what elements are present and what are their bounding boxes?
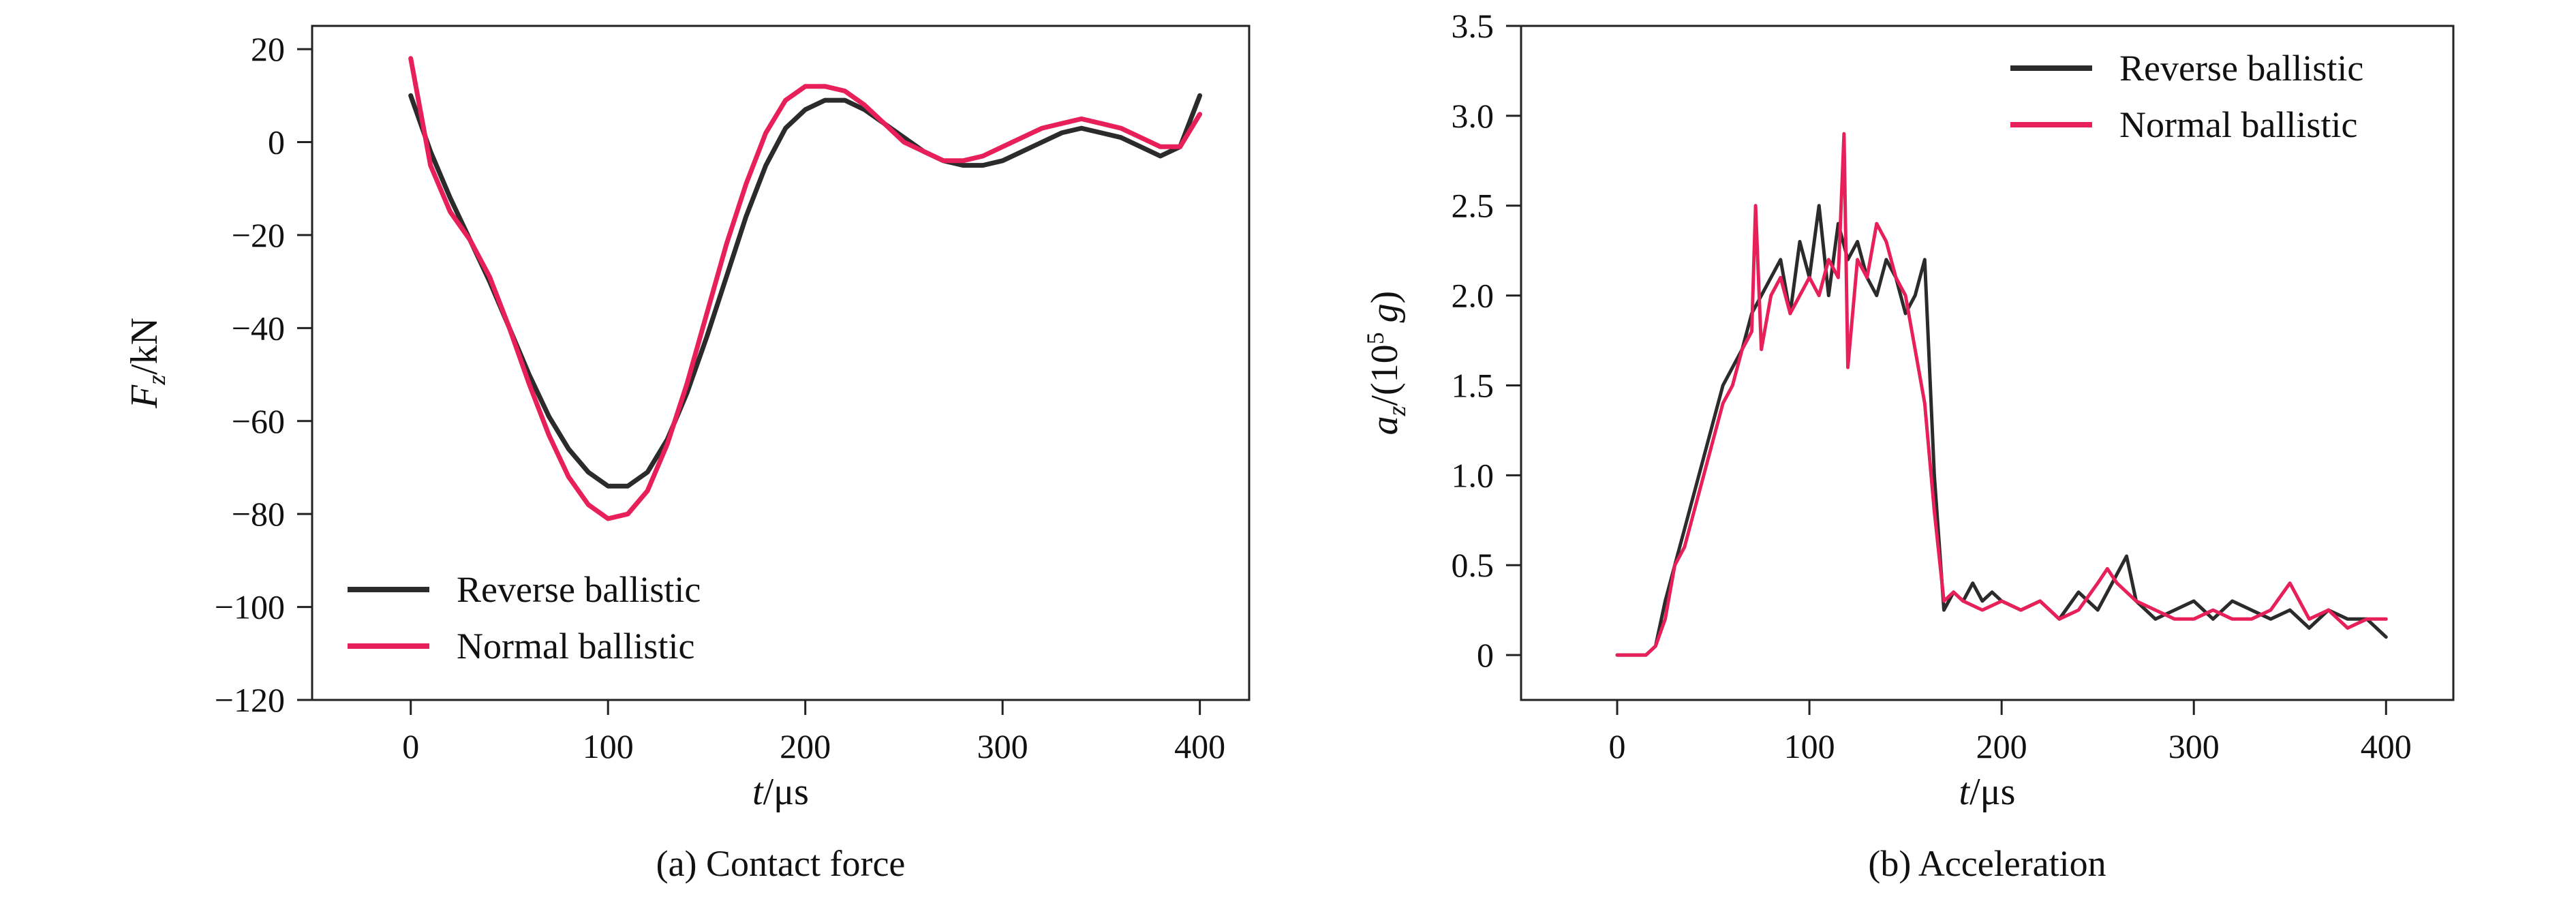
y-tick-label: 0 <box>1477 636 1494 674</box>
plot-frame <box>1520 25 2455 701</box>
y-axis-label: Fz/kN <box>123 318 171 409</box>
series-line-normal-ballistic <box>408 56 1203 521</box>
y-tick-label: −80 <box>232 495 285 533</box>
x-tick-label: 300 <box>2168 727 2220 765</box>
y-tick-label: 3.5 <box>1452 7 1494 45</box>
x-tick-label: 200 <box>1976 727 2027 765</box>
plot-area <box>1615 132 2388 657</box>
y-tick-label: −40 <box>232 309 285 347</box>
series-line-reverse-ballistic <box>1615 204 2388 657</box>
y-axis-label: az/(105 g) <box>1362 291 1411 436</box>
y-tick-label: 2.0 <box>1452 277 1494 315</box>
chart-panel-b: 0 100 200 300 400 0 0.5 1.0 1.5 2.0 2.5 3.0 3.5 t/μs a… <box>1362 7 2455 884</box>
legend-label: Normal ballistic <box>457 626 694 667</box>
y-tick-label: 1.0 <box>1452 456 1494 494</box>
y-tick-label: 0.5 <box>1452 546 1494 584</box>
x-tick-label: 400 <box>2361 727 2412 765</box>
y-tick-label: 2.5 <box>1452 187 1494 225</box>
legend-label: Reverse ballistic <box>457 569 701 610</box>
x-tick-label: 400 <box>1174 727 1225 765</box>
y-tick-label: 0 <box>268 123 285 162</box>
x-tick-label: 300 <box>977 727 1028 765</box>
y-tick-label: 1.5 <box>1452 366 1494 404</box>
legend-label: Normal ballistic <box>2119 104 2357 145</box>
series-line-reverse-ballistic <box>408 93 1203 489</box>
y-tick-label: 20 <box>251 30 285 68</box>
x-tick-label: 100 <box>583 727 634 765</box>
chart-panel-a: 0 100 200 300 400 −120 −100 −80 −60 −40 −20 0 20 t/μs… <box>123 25 1251 884</box>
y-tick-label: −100 <box>215 588 285 626</box>
y-tick-label: −120 <box>215 681 285 719</box>
x-tick-label: 0 <box>1609 727 1626 765</box>
x-tick-label: 0 <box>402 727 419 765</box>
legend: Reverse ballistic Normal ballistic <box>2010 48 2363 145</box>
panel-caption: (b) Acceleration <box>1868 843 2106 884</box>
series-line-normal-ballistic <box>1615 132 2388 657</box>
x-tick-label: 200 <box>780 727 831 765</box>
x-tick-label: 100 <box>1784 727 1835 765</box>
y-tick-label: 3.0 <box>1452 97 1494 135</box>
plot-frame <box>311 25 1251 701</box>
panel-caption: (a) Contact force <box>656 843 906 884</box>
y-tick-label: −20 <box>232 216 285 254</box>
y-tick-label: −60 <box>232 402 285 440</box>
legend: Reverse ballistic Normal ballistic <box>348 569 701 667</box>
plot-area <box>408 56 1203 521</box>
x-axis-label: t/μs <box>1959 771 2016 813</box>
x-axis-label: t/μs <box>752 771 809 813</box>
legend-label: Reverse ballistic <box>2119 48 2363 89</box>
